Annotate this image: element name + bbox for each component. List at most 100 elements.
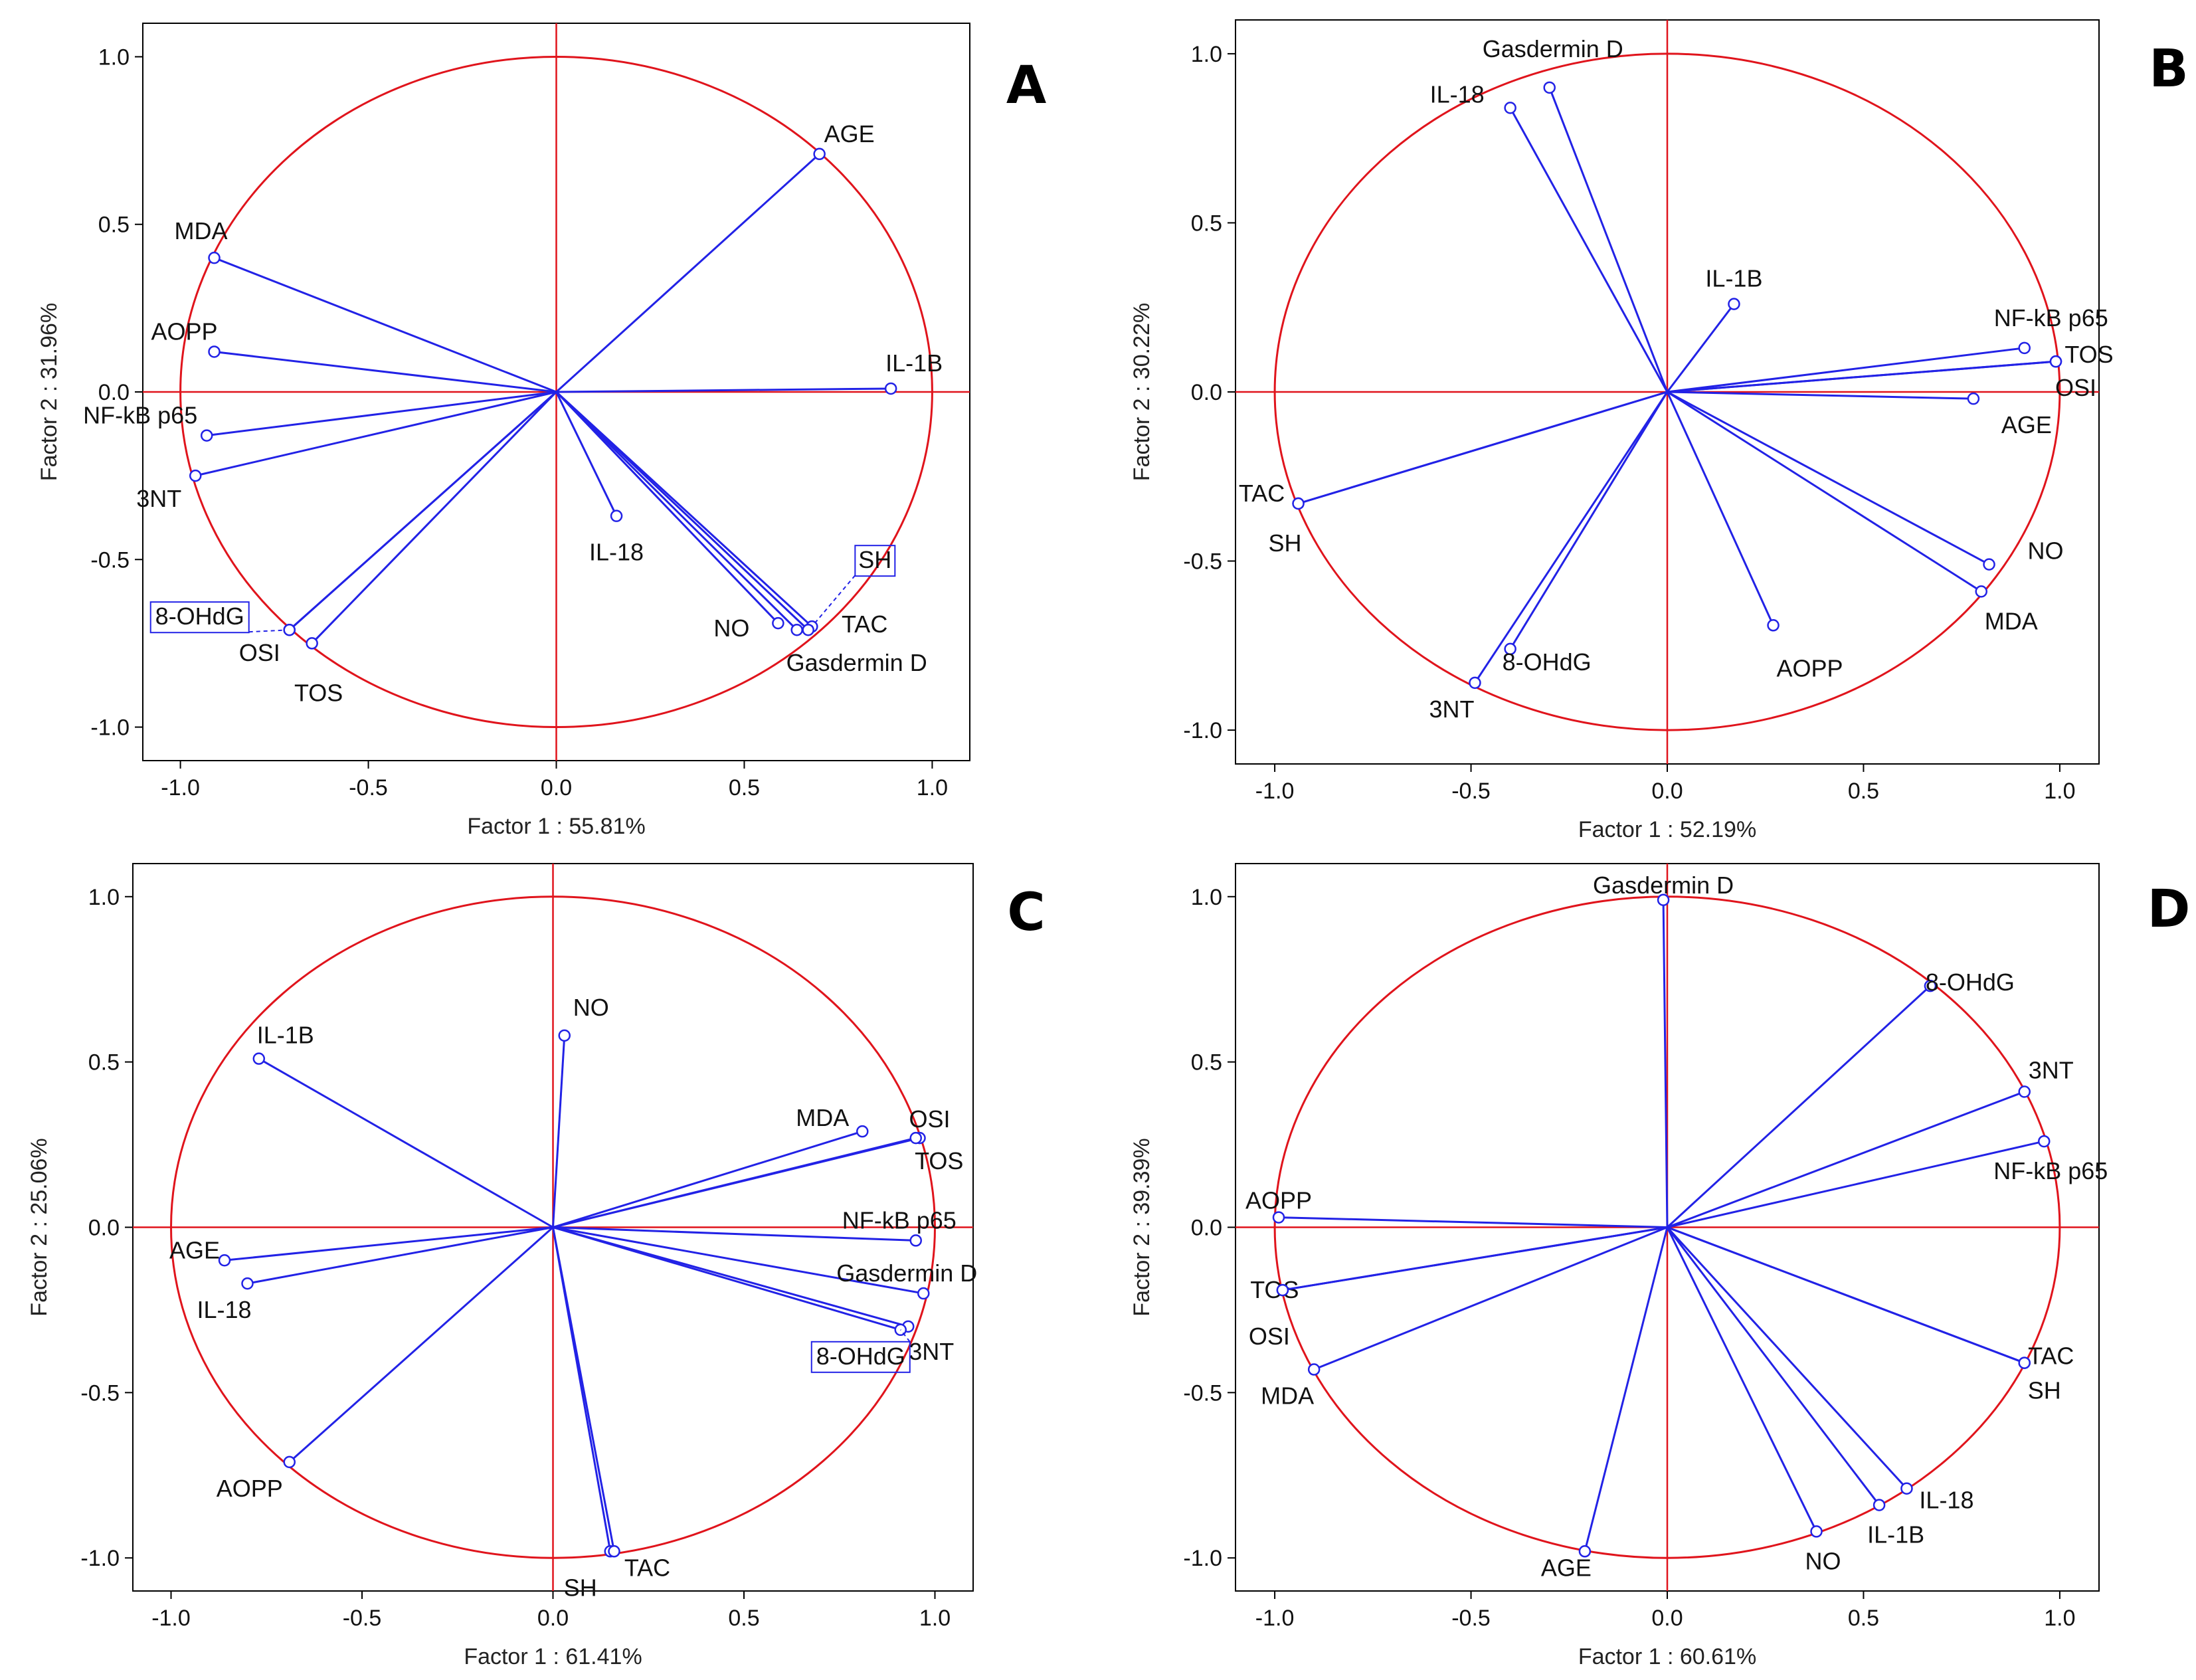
variable-label-il-18: IL-18 [589, 539, 644, 566]
loading-vector-gasdermin-d [553, 1226, 924, 1295]
variable-label-no: NO [573, 994, 609, 1021]
loading-vector-no [552, 1035, 566, 1228]
variable-label-il-18: IL-18 [1919, 1487, 1973, 1514]
loading-point-no [772, 616, 784, 630]
loading-vector-sh [1298, 391, 1668, 505]
y-tick-label: -1.0 [90, 715, 130, 741]
variable-label-8-ohdg: 8-OHdG [1926, 969, 2015, 996]
x-tick-label: -1.0 [1255, 779, 1295, 804]
loading-point-il-1b [1728, 298, 1740, 310]
loading-point-gasdermin-d [1657, 893, 1670, 906]
loading-point-nf-kb-p65 [200, 429, 213, 442]
variable-label-tac: TAC [1239, 480, 1285, 507]
variable-label-gasdermin-d: Gasdermin D [1483, 35, 1623, 62]
loading-vector-age [1584, 1227, 1669, 1552]
variable-label-3nt: 3NT [909, 1338, 954, 1365]
variable-label-mda: MDA [796, 1104, 849, 1131]
loading-vector-sh [1667, 1226, 2025, 1364]
variable-label-gasdermin-d: Gasdermin D [1593, 872, 1734, 899]
variable-label-age: AGE [2001, 411, 2052, 438]
loading-vector-8-ohdg [553, 1226, 901, 1331]
loading-vector-osi [1282, 1226, 1668, 1291]
y-tick-label: 0.5 [88, 1050, 120, 1075]
variable-label-nf-kb-p65: NF-kB p65 [83, 402, 197, 429]
x-tick-label: 0.0 [537, 1606, 569, 1631]
label-box-8-ohdg [810, 1341, 911, 1373]
variable-label-sh: SH [1269, 529, 1302, 557]
loading-point-age [1578, 1545, 1592, 1558]
x-axis-title: Factor 1 : 52.19% [1578, 817, 1756, 842]
loading-point-mda [1975, 585, 1987, 598]
y-tick-label: -1.0 [1183, 1546, 1222, 1571]
y-tick-label: -1.0 [1183, 718, 1222, 743]
x-tick-label: -1.0 [1255, 1606, 1295, 1631]
loading-point-aopp [1272, 1211, 1285, 1224]
x-tick-label: -0.5 [1451, 1606, 1491, 1631]
y-tick-label: 0.0 [88, 1216, 120, 1241]
variable-label-tac: TAC [624, 1554, 670, 1581]
loading-vector-tos [553, 1137, 917, 1228]
pca-panel-d: -1.0 -0.5 0.0 0.5 1.0 1.0 0.5 0.0 -0.5 -1.0 Factor… [1129, 863, 2190, 1669]
loading-point-tac [608, 1545, 620, 1558]
loading-point-osi [2049, 355, 2062, 368]
x-axis-title: Factor 1 : 55.81% [467, 814, 645, 839]
loading-point-il-18 [241, 1277, 254, 1290]
loading-vector-mda [213, 256, 557, 393]
loading-point-nf-kb-p65 [2038, 1135, 2051, 1148]
loading-vector-3nt [1474, 391, 1669, 684]
pca-panel-c: -1.0 -0.5 0.0 0.5 1.0 1.0 0.5 0.0 -0.5 -1.0 Factor… [27, 863, 1046, 1669]
loading-vector-gasdermin-d [1662, 899, 1669, 1228]
loading-point-aopp [1767, 619, 1780, 632]
loading-vector-il-18 [247, 1226, 553, 1285]
loading-point-il-1b [884, 382, 897, 395]
variable-label-il-1b: IL-1B [1705, 265, 1762, 292]
loading-point-nf-kb-p65 [909, 1234, 922, 1247]
y-axis-title: Factor 2 : 31.96% [37, 303, 62, 481]
variable-label-gasdermin-d: Gasdermin D [836, 1260, 977, 1287]
loading-vector-3nt [1667, 1091, 2025, 1228]
variable-label-age: AGE [169, 1236, 220, 1263]
variable-label-tac: TAC [2028, 1343, 2074, 1370]
loading-vector-nf-kb-p65 [1667, 1140, 2045, 1228]
loading-vector-il-1b [556, 387, 891, 393]
loading-point-mda [856, 1125, 869, 1138]
loading-point-il-18 [1900, 1482, 1913, 1495]
x-tick-label: 0.0 [541, 775, 572, 800]
variable-label-age: AGE [1541, 1554, 1592, 1581]
loading-point-age [813, 147, 826, 161]
loading-vector-osi [288, 391, 557, 631]
loading-vector-il-1b [258, 1058, 554, 1228]
loading-point-no [1810, 1525, 1823, 1538]
x-tick-label: 0.5 [1848, 779, 1879, 804]
pca-panel-a: -1.0 -0.5 0.0 0.5 1.0 1.0 0.5 0.0 -0.5 -1.0 Factor… [37, 23, 1046, 839]
variable-label-sh: SH [858, 546, 891, 573]
loading-vector-il-18 [1509, 107, 1669, 393]
variable-label-osi: OSI [909, 1105, 950, 1133]
loading-point-gasdermin-d [917, 1287, 930, 1300]
variable-label-osi: OSI [1249, 1323, 1290, 1350]
loading-vector-no [1667, 391, 1990, 565]
loading-vector-tac [552, 1227, 615, 1552]
loading-vector-3nt [195, 391, 557, 477]
variable-label-tos: TOS [294, 679, 343, 706]
loading-vector-aopp [1278, 1216, 1668, 1228]
loading-point-aopp [283, 1455, 296, 1469]
variable-label-mda: MDA [1261, 1382, 1314, 1410]
loading-vector-8-ohdg [1666, 985, 1931, 1228]
x-tick-label: -0.5 [343, 1606, 382, 1631]
variable-label-il-1b: IL-1B [1867, 1521, 1924, 1548]
x-axis-title: Factor 1 : 61.41% [464, 1644, 642, 1669]
loading-vector-gasdermin-d [555, 391, 798, 631]
variable-label-8-ohdg: 8-OHdG [816, 1343, 905, 1370]
variable-label-no: NO [1805, 1547, 1841, 1574]
loading-point-osi [283, 623, 296, 636]
loading-point-il-1b [252, 1052, 265, 1065]
y-tick-label: 0.5 [1191, 211, 1222, 236]
y-axis-title: Factor 2 : 30.22% [1129, 303, 1154, 481]
loading-vector-nf-kb-p65 [553, 1226, 916, 1242]
x-tick-label: 0.5 [729, 775, 760, 800]
variable-label-8-ohdg: 8-OHdG [155, 603, 244, 630]
loading-point-3nt [1469, 676, 1481, 690]
loading-point-8-ohdg [1924, 979, 1937, 992]
